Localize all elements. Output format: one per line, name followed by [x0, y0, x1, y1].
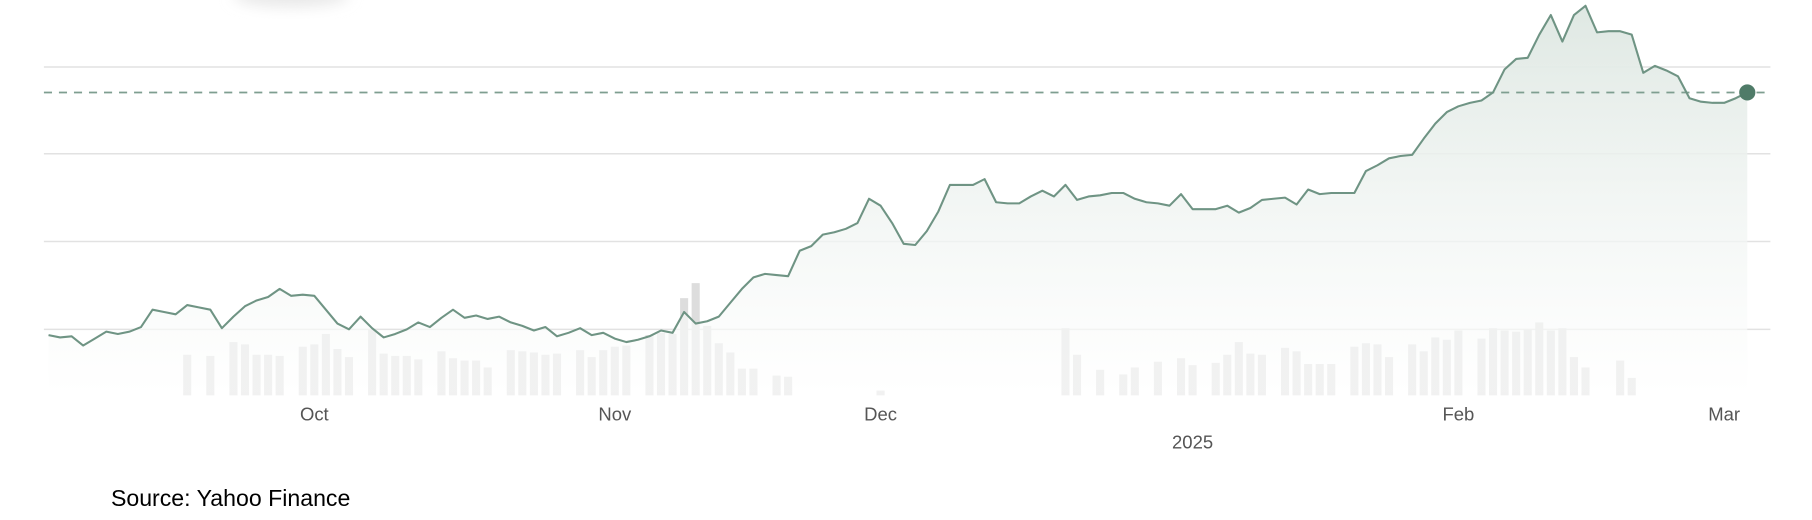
last-price-dot [1739, 84, 1756, 101]
price-area [48, 5, 1748, 396]
x-tick-label: Mar [1708, 404, 1740, 425]
x-tick-label: Oct [300, 404, 329, 425]
tooltip-shadow [238, 0, 345, 7]
price-line [48, 4, 1748, 347]
source-note: Source: Yahoo Finance [111, 485, 350, 511]
x-tick-label: Feb [1442, 404, 1474, 425]
x-tick-label: Dec [864, 404, 897, 425]
x-tick-label: 2025 [1172, 431, 1213, 452]
plot: Oct Nov Dec 2025 Feb Mar Source: Yahoo Finance [43, 0, 1771, 511]
x-tick-label: Nov [598, 404, 632, 425]
